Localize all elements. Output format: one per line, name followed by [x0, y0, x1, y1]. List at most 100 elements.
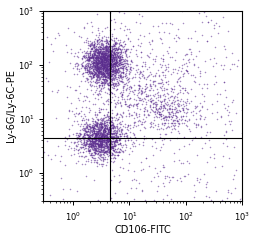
Point [114, 58, 118, 62]
Point [101, 140, 105, 143]
Point [176, 27, 180, 31]
Point [166, 69, 170, 73]
Point [168, 178, 172, 182]
Point [116, 68, 120, 72]
Point [137, 84, 142, 88]
Point [110, 58, 114, 61]
Point [87, 134, 91, 138]
Point [109, 119, 113, 123]
Point [106, 132, 110, 136]
Point [221, 67, 225, 71]
Point [91, 129, 95, 133]
Point [129, 58, 133, 62]
Point [167, 180, 171, 184]
Point [160, 88, 164, 92]
Point [110, 67, 114, 71]
Point [90, 144, 94, 148]
Point [121, 40, 125, 44]
Point [108, 58, 112, 62]
Point [65, 137, 69, 141]
Point [109, 131, 113, 135]
Point [107, 73, 111, 76]
Point [105, 76, 109, 80]
Point [96, 56, 100, 60]
Point [91, 60, 95, 64]
Point [227, 110, 231, 114]
Point [128, 89, 132, 93]
Point [164, 126, 168, 130]
Point [168, 21, 172, 25]
Point [112, 76, 116, 80]
Point [94, 124, 98, 127]
Point [92, 125, 96, 128]
Point [95, 63, 99, 67]
Point [109, 53, 113, 57]
Point [110, 68, 114, 72]
Point [111, 51, 115, 55]
Point [125, 59, 129, 63]
Point [158, 135, 162, 139]
Point [107, 49, 111, 53]
Point [94, 57, 98, 61]
Point [82, 133, 87, 137]
Point [110, 32, 114, 36]
Point [183, 118, 187, 122]
Point [112, 87, 116, 90]
Point [166, 102, 170, 106]
Point [113, 138, 117, 141]
Point [99, 107, 103, 111]
Point [98, 77, 102, 81]
Point [148, 96, 153, 100]
Point [100, 50, 104, 54]
Point [83, 56, 87, 60]
Point [176, 103, 180, 107]
Point [102, 128, 106, 132]
Point [163, 106, 167, 110]
Point [84, 51, 88, 54]
Point [101, 54, 105, 58]
Point [85, 70, 89, 74]
Point [117, 56, 121, 60]
Point [88, 122, 92, 126]
Point [176, 35, 180, 39]
Point [81, 54, 85, 58]
Point [184, 106, 188, 110]
Point [90, 132, 94, 136]
Point [105, 135, 109, 139]
Point [96, 70, 100, 74]
Point [106, 54, 110, 58]
Point [238, 197, 242, 201]
Point [173, 107, 177, 111]
Point [89, 67, 93, 70]
Point [139, 89, 143, 93]
Point [96, 45, 100, 49]
Point [94, 137, 98, 141]
Point [86, 126, 90, 130]
Point [103, 150, 107, 154]
Point [100, 126, 104, 130]
Point [98, 67, 102, 70]
Point [226, 190, 230, 194]
Point [223, 106, 227, 110]
Point [112, 149, 116, 153]
Point [98, 122, 102, 126]
Point [100, 62, 104, 66]
Point [105, 78, 109, 82]
Point [104, 59, 108, 63]
Point [110, 58, 114, 62]
Point [109, 63, 113, 67]
Point [103, 72, 107, 76]
Point [99, 137, 103, 141]
Point [140, 188, 144, 192]
Point [97, 91, 101, 95]
Point [126, 105, 131, 109]
Point [139, 122, 143, 126]
Point [89, 55, 93, 59]
Point [172, 95, 176, 99]
Point [102, 60, 106, 64]
Point [102, 66, 106, 70]
Point [91, 55, 95, 59]
Point [116, 50, 121, 54]
Point [215, 99, 219, 103]
Point [116, 71, 120, 74]
